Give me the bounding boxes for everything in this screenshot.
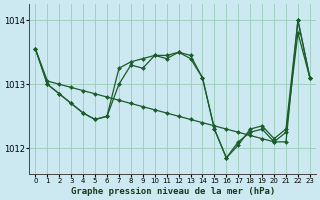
X-axis label: Graphe pression niveau de la mer (hPa): Graphe pression niveau de la mer (hPa) <box>70 187 275 196</box>
